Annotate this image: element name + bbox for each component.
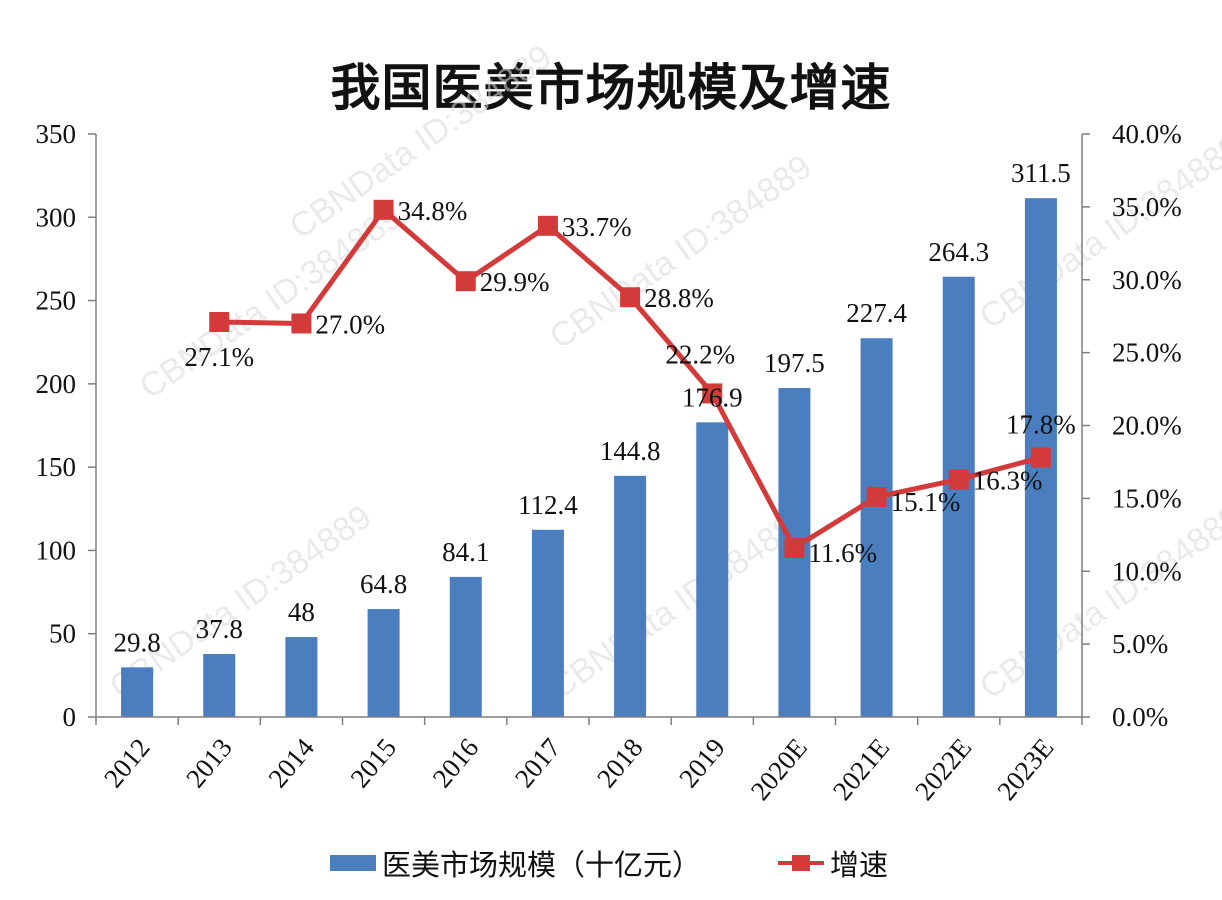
y-right-tick-label: 5.0% bbox=[1112, 629, 1168, 659]
square-marker-icon bbox=[784, 537, 805, 558]
legend-item-market-size: 医美市场规模（十亿元） bbox=[330, 838, 701, 888]
square-marker-icon bbox=[209, 312, 230, 333]
bar bbox=[942, 276, 975, 717]
square-marker-icon bbox=[455, 271, 476, 292]
bar-value-label: 48 bbox=[288, 597, 315, 627]
legend-item-growth: 增速 bbox=[778, 838, 888, 888]
growth-value-label: 22.2% bbox=[665, 339, 735, 369]
y-right-tick-label: 30.0% bbox=[1112, 265, 1182, 295]
bar-value-label: 311.5 bbox=[1011, 158, 1071, 188]
x-tick-label: 2023E bbox=[991, 733, 1059, 806]
y-left-tick-label: 100 bbox=[36, 535, 77, 565]
growth-value-label: 28.8% bbox=[644, 283, 714, 313]
bar-value-label: 197.5 bbox=[764, 348, 825, 378]
line-series bbox=[209, 199, 1051, 558]
square-marker-icon bbox=[866, 486, 887, 507]
y-right-tick-label: 25.0% bbox=[1112, 338, 1182, 368]
bar bbox=[531, 529, 564, 717]
y-right-tick-label: 15.0% bbox=[1112, 483, 1182, 513]
square-marker-icon bbox=[291, 313, 312, 334]
bar bbox=[614, 475, 647, 717]
growth-value-label: 16.3% bbox=[973, 465, 1043, 495]
y-left-tick-label: 0 bbox=[63, 702, 77, 732]
y-left-tick-label: 300 bbox=[36, 202, 77, 232]
x-tick-label: 2015 bbox=[344, 733, 402, 794]
bar-value-label: 64.8 bbox=[360, 569, 407, 599]
x-tick-label: 2019 bbox=[673, 733, 731, 794]
y-left-tick-label: 350 bbox=[36, 119, 77, 149]
bar bbox=[449, 576, 482, 717]
x-tick-label: 2018 bbox=[591, 733, 649, 794]
bar bbox=[367, 609, 400, 717]
growth-value-label: 27.0% bbox=[315, 309, 385, 339]
bar bbox=[696, 422, 729, 717]
growth-value-label: 17.8% bbox=[1006, 410, 1076, 440]
chart-title: 我国医美市场规模及增速 bbox=[330, 59, 892, 117]
growth-value-label: 15.1% bbox=[891, 487, 961, 517]
bar-value-label: 144.8 bbox=[600, 436, 661, 466]
bar bbox=[285, 637, 318, 717]
square-marker-icon bbox=[948, 469, 969, 490]
growth-value-label: 33.7% bbox=[562, 212, 632, 242]
bar bbox=[203, 654, 236, 717]
y-left-tick-label: 250 bbox=[36, 286, 77, 316]
y-right-tick-label: 0.0% bbox=[1112, 702, 1168, 732]
y-right-tick-label: 40.0% bbox=[1112, 119, 1182, 149]
legend: 医美市场规模（十亿元） 增速 bbox=[0, 838, 1222, 888]
data-labels: 29.8 37.8 48 64.8 84.1 112.4 144.8 176.9 197.5 22… bbox=[113, 158, 1075, 657]
watermark-text: CBNData ID:384889 bbox=[973, 498, 1222, 707]
bar bbox=[121, 667, 154, 717]
bar-value-label: 264.3 bbox=[928, 237, 989, 267]
x-tick-label: 2021E bbox=[827, 733, 895, 806]
growth-value-label: 27.1% bbox=[184, 342, 254, 372]
bar-value-label: 37.8 bbox=[196, 614, 243, 644]
bar-series bbox=[121, 198, 1057, 717]
watermark-text: CBNData ID:384889 bbox=[543, 498, 819, 707]
bar-value-label: 29.8 bbox=[113, 627, 160, 657]
x-tick-label: 2012 bbox=[98, 733, 156, 794]
bar-value-label: 176.9 bbox=[682, 382, 743, 412]
growth-value-label: 29.9% bbox=[480, 267, 550, 297]
square-marker-icon bbox=[1030, 447, 1051, 468]
x-tick-label: 2016 bbox=[427, 733, 485, 794]
growth-value-label: 11.6% bbox=[808, 538, 877, 568]
y-right-tick-label: 35.0% bbox=[1112, 192, 1182, 222]
y-left-tick-label: 150 bbox=[36, 452, 77, 482]
y-left-tick-label: 50 bbox=[49, 619, 76, 649]
bar bbox=[860, 338, 893, 717]
x-tick-label: 2014 bbox=[262, 732, 320, 793]
y-right-tick-label: 20.0% bbox=[1112, 411, 1182, 441]
watermark-text: CBNData ID:384889 bbox=[543, 148, 819, 357]
legend-label-market-size: 医美市场规模（十亿元） bbox=[382, 848, 702, 882]
bar-value-label: 112.4 bbox=[518, 490, 578, 520]
square-marker-icon bbox=[373, 199, 394, 220]
x-tick-label: 2020E bbox=[745, 733, 813, 806]
square-marker-icon bbox=[537, 215, 558, 236]
bar-value-label: 84.1 bbox=[442, 537, 489, 567]
growth-value-label: 34.8% bbox=[398, 196, 468, 226]
legend-label-growth: 增速 bbox=[830, 848, 889, 882]
line-marker-swatch-icon bbox=[778, 855, 824, 871]
x-tick-label: 2022E bbox=[909, 733, 977, 806]
square-marker-icon bbox=[620, 287, 641, 308]
y-left-tick-label: 200 bbox=[36, 369, 77, 399]
x-tick-label: 2017 bbox=[509, 733, 567, 794]
square-marker-icon bbox=[702, 383, 723, 404]
x-tick-label: 2013 bbox=[180, 733, 238, 794]
bar-value-label: 227.4 bbox=[846, 298, 907, 328]
bar-swatch-icon bbox=[330, 855, 376, 871]
y-right-tick-label: 10.0% bbox=[1112, 556, 1182, 586]
